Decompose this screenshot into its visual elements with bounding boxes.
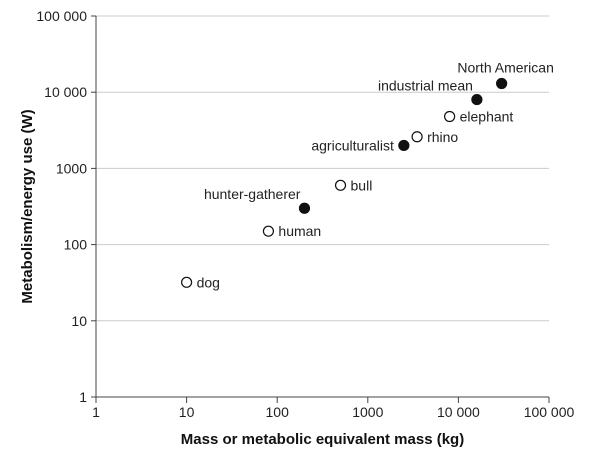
data-point-label: rhino bbox=[427, 129, 458, 145]
data-point bbox=[444, 110, 456, 123]
x-tick-label: 10 000 bbox=[437, 404, 480, 420]
data-point bbox=[411, 131, 423, 143]
x-tick-label: 100 bbox=[266, 404, 290, 420]
x-tick-label: 1000 bbox=[352, 404, 383, 420]
y-tick-label: 100 bbox=[64, 237, 88, 253]
y-tick-label: 10 000 bbox=[44, 84, 87, 100]
data-point-label: elephant bbox=[460, 108, 514, 124]
data-point bbox=[181, 276, 193, 288]
y-axis-title: Metabolism/energy use (W) bbox=[19, 109, 36, 303]
y-tick-label: 1000 bbox=[56, 160, 87, 176]
data-point-label: human bbox=[278, 223, 321, 239]
point-labels: dog human hunter-gatherer bull agriculturali… bbox=[197, 60, 554, 291]
data-point-label: industrial mean bbox=[378, 78, 473, 94]
data-point-label: North American bbox=[457, 60, 553, 76]
y-tick-labels: 1 10 100 1000 10 000 100 000 bbox=[36, 8, 87, 405]
data-point-label: hunter-gatherer bbox=[204, 186, 301, 202]
data-point bbox=[298, 202, 311, 214]
data-point bbox=[398, 139, 410, 152]
data-point-label: bull bbox=[351, 177, 373, 193]
data-points bbox=[181, 77, 508, 288]
x-tick-labels: 1 10 100 1000 10 000 100 000 bbox=[92, 404, 574, 420]
data-point bbox=[496, 77, 508, 90]
data-point bbox=[262, 225, 275, 237]
x-axis-title: Mass or metabolic equivalent mass (kg) bbox=[181, 431, 464, 448]
x-tick-label: 10 bbox=[179, 404, 195, 420]
data-point-label: dog bbox=[197, 274, 220, 290]
y-tick-label: 100 000 bbox=[36, 8, 87, 24]
x-tick-label: 1 bbox=[92, 404, 100, 420]
data-point bbox=[471, 93, 483, 106]
data-point bbox=[334, 179, 347, 191]
y-tick-label: 10 bbox=[71, 313, 87, 329]
gridlines bbox=[96, 15, 549, 322]
y-tick-label: 1 bbox=[79, 389, 87, 405]
axes bbox=[91, 15, 550, 403]
data-point-label: agriculturalist bbox=[311, 137, 394, 153]
x-tick-label: 100 000 bbox=[524, 404, 575, 420]
